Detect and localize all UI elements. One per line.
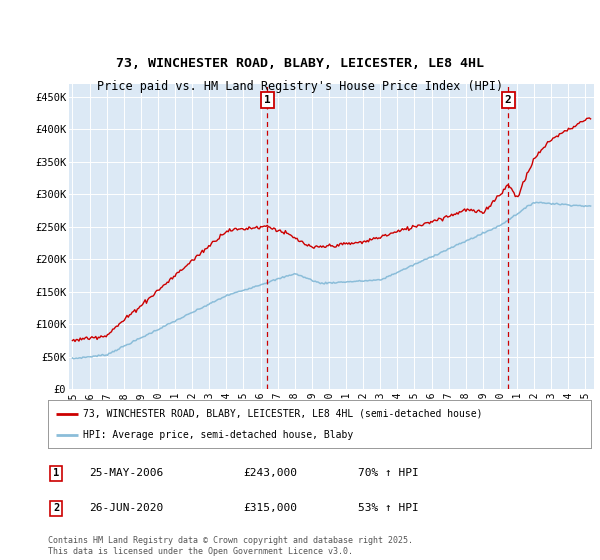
Text: £243,000: £243,000 — [244, 468, 298, 478]
Text: HPI: Average price, semi-detached house, Blaby: HPI: Average price, semi-detached house,… — [83, 430, 353, 440]
Text: 70% ↑ HPI: 70% ↑ HPI — [358, 468, 418, 478]
Text: 25-MAY-2006: 25-MAY-2006 — [89, 468, 163, 478]
Text: Contains HM Land Registry data © Crown copyright and database right 2025.
This d: Contains HM Land Registry data © Crown c… — [48, 536, 413, 556]
Text: Price paid vs. HM Land Registry's House Price Index (HPI): Price paid vs. HM Land Registry's House … — [97, 80, 503, 92]
Text: 1: 1 — [53, 468, 59, 478]
Text: 26-JUN-2020: 26-JUN-2020 — [89, 503, 163, 513]
Text: 53% ↑ HPI: 53% ↑ HPI — [358, 503, 418, 513]
Text: 1: 1 — [264, 95, 271, 105]
Text: 2: 2 — [53, 503, 59, 513]
Text: 73, WINCHESTER ROAD, BLABY, LEICESTER, LE8 4HL: 73, WINCHESTER ROAD, BLABY, LEICESTER, L… — [116, 57, 484, 70]
Text: 2: 2 — [505, 95, 512, 105]
Text: 73, WINCHESTER ROAD, BLABY, LEICESTER, LE8 4HL (semi-detached house): 73, WINCHESTER ROAD, BLABY, LEICESTER, L… — [83, 409, 483, 419]
Text: £315,000: £315,000 — [244, 503, 298, 513]
